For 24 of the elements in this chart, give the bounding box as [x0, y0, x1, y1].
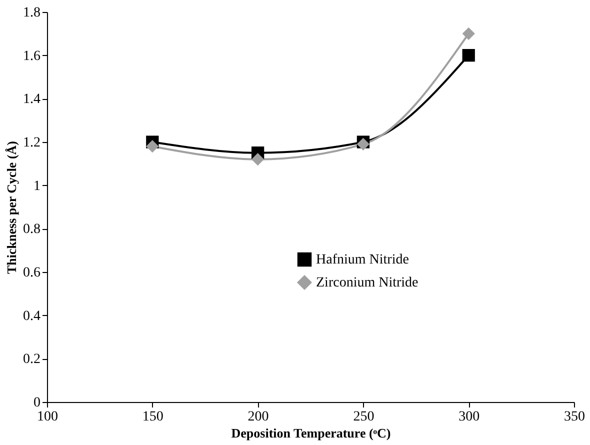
y-tick-label: 1.2 [23, 136, 40, 150]
y-tick-label: 1.4 [23, 92, 40, 108]
y-tick-label: 0.6 [23, 266, 40, 280]
point [146, 140, 159, 153]
y-tick-label: 1.6 [23, 48, 40, 64]
legend-label: Zirconium Nitride [316, 276, 418, 290]
x-axis-title: Deposition Temperature (ᵒC) [231, 426, 391, 440]
legend-label: Hafnium Nitride [316, 252, 409, 268]
point [251, 153, 264, 166]
point [462, 27, 475, 40]
y-tick-label: 0.2 [23, 352, 40, 368]
y-axis-title: Thickness per Cycle (Å) [4, 140, 19, 274]
y-tick-label: 0 [34, 396, 40, 410]
y-tick-label: 0.4 [23, 308, 40, 324]
x-tick-label: 100 [37, 410, 58, 424]
x-tick-label: 350 [564, 410, 585, 424]
point [462, 49, 475, 62]
y-tick-label: 0.8 [23, 222, 40, 238]
x-tick-label: 150 [142, 410, 164, 424]
x-tick-label: 250 [353, 410, 374, 424]
x-tick-label: 300 [458, 410, 480, 424]
y-tick-label: 1 [34, 178, 40, 194]
x-tick-label: 200 [248, 410, 269, 424]
y-tick-label: 1.8 [23, 6, 40, 20]
